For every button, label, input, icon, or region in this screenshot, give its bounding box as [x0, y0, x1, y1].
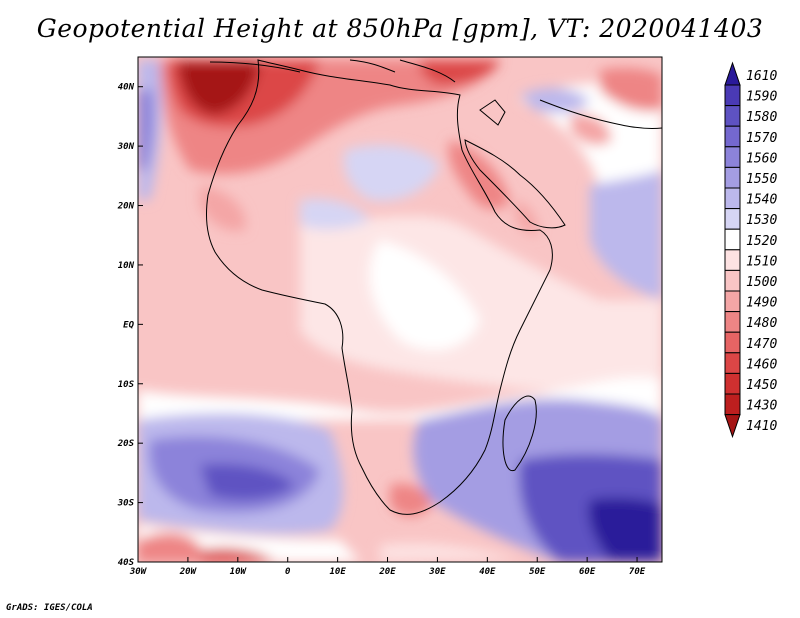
- lat-tick-label: 20N: [117, 202, 135, 212]
- colorbar-label: 1500: [746, 275, 777, 290]
- colorbar-swatch: [724, 105, 741, 127]
- grads-credit: GrADS: IGES/COLA: [6, 603, 93, 613]
- colorbar-label: 1460: [746, 357, 777, 372]
- colorbar-swatch: [724, 393, 741, 416]
- colorbar-label: 1480: [746, 316, 777, 331]
- colorbar-swatch: [724, 331, 741, 354]
- colorbar-label: 1450: [746, 378, 777, 393]
- lat-tick-label: 10N: [118, 261, 135, 271]
- lon-tick-label: 20W: [179, 567, 198, 577]
- lon-tick-label: 20E: [378, 567, 396, 577]
- lon-tick-label: 10W: [230, 567, 248, 577]
- colorbar-label: 1530: [746, 213, 777, 228]
- colorbar: 1610 1590 1580 1570 1560 1550 1540 1530 1520 1510…: [724, 61, 777, 439]
- colorbar-label: 1540: [746, 193, 777, 208]
- lat-tick-label: 20S: [117, 439, 135, 449]
- lat-tick-label: 40S: [118, 558, 135, 568]
- colorbar-swatch: [724, 125, 741, 148]
- colorbar-swatch: [724, 311, 741, 333]
- colorbar-label: 1490: [746, 296, 777, 311]
- colorbar-label: 1570: [746, 131, 777, 146]
- lon-tick-label: 50E: [529, 567, 546, 577]
- colorbar-swatch: [724, 208, 741, 230]
- axes: 30W 20W 10W 0 10E 20E 30E 40E 50E 60E 70E 40N 30N 20N…: [117, 83, 646, 577]
- colorbar-label: 1410: [746, 419, 777, 434]
- lat-tick-label: 30S: [117, 499, 135, 509]
- colorbar-swatch: [724, 187, 741, 210]
- map-frame: [137, 56, 663, 563]
- colorbar-top-arrow: [724, 61, 741, 86]
- colorbar-swatch: [724, 84, 741, 107]
- colorbar-label: 1520: [746, 234, 777, 249]
- coastlines: [206, 59, 662, 515]
- lon-tick-label: 10E: [329, 567, 346, 577]
- colorbar-bottom-arrow: [724, 414, 741, 439]
- colorbar-swatch: [724, 146, 741, 168]
- lat-tick-label: EQ: [123, 320, 134, 330]
- colorbar-label: 1560: [746, 151, 777, 166]
- colorbar-swatch: [724, 269, 741, 292]
- lat-tick-label: 30N: [117, 142, 135, 152]
- map-title: Geopotential Height at 850hPa [gpm], VT:…: [36, 14, 764, 43]
- colorbar-swatch: [724, 166, 741, 189]
- lon-tick-label: 30E: [428, 567, 446, 577]
- colorbar-label: 1510: [746, 254, 777, 269]
- colorbar-swatch: [724, 352, 741, 374]
- colorbar-swatch: [724, 290, 741, 313]
- colorbar-swatch: [724, 372, 741, 395]
- colorbar-swatch: [724, 249, 741, 271]
- lon-tick-label: 30W: [129, 567, 148, 577]
- height-field: [138, 57, 662, 562]
- lat-tick-label: 10S: [118, 380, 135, 390]
- lon-tick-label: 70E: [629, 567, 646, 577]
- lon-tick-label: 0: [285, 567, 291, 577]
- colorbar-label: 1590: [746, 90, 777, 105]
- colorbar-label: 1550: [746, 172, 777, 187]
- lat-tick-label: 40N: [118, 83, 135, 93]
- colorbar-label: 1610: [746, 69, 777, 84]
- colorbar-label: 1430: [746, 399, 777, 414]
- colorbar-label: 1470: [746, 337, 777, 352]
- colorbar-label: 1580: [746, 110, 777, 125]
- colorbar-swatch: [724, 228, 741, 251]
- lon-tick-label: 60E: [579, 567, 596, 577]
- lon-tick-label: 40E: [479, 567, 496, 577]
